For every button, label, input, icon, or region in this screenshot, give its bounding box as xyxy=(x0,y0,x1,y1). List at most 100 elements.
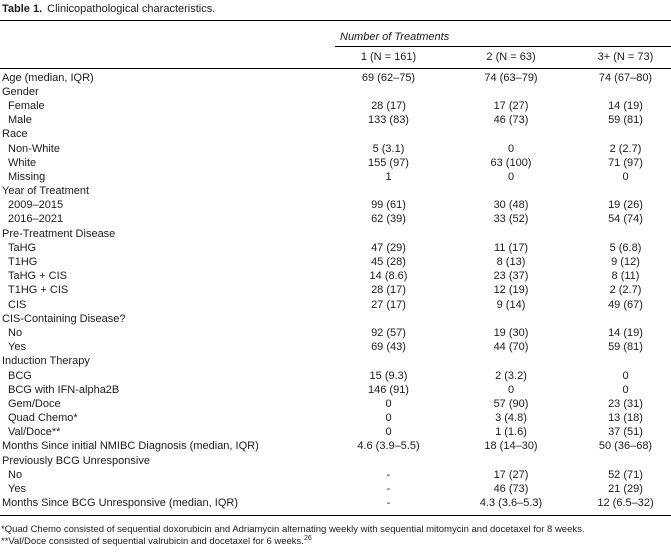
cell-value: 54 (74) xyxy=(608,213,643,226)
row-label: BCG xyxy=(8,369,32,382)
cell-value: 146 (91) xyxy=(368,383,409,396)
cell-value: 9 (14) xyxy=(496,298,526,311)
cell-value xyxy=(442,128,580,142)
cell-value: 47 (29) xyxy=(371,241,406,254)
cell-value: 17 (27) xyxy=(493,99,529,112)
cell-value: 50 (36–68) xyxy=(598,440,653,453)
row-label: Gender xyxy=(2,85,39,98)
footnote-text: **Val/Doce consisted of sequential valru… xyxy=(1,536,304,548)
cell-value xyxy=(335,185,442,199)
cell-value xyxy=(335,454,442,468)
cell-value: 19 (26) xyxy=(608,199,643,212)
cell-value: 11 (17) xyxy=(493,241,529,254)
cell-value: 133 (83) xyxy=(368,114,409,127)
row-label: Missing xyxy=(8,170,46,183)
cell-value xyxy=(580,312,671,326)
footnote-text: *Quad Chemo consisted of sequential doxo… xyxy=(1,523,585,535)
column-header-2-treatments: 2 (N = 63) xyxy=(442,46,580,69)
cell-value xyxy=(442,312,580,326)
clinicopathological-table: Number of Treatments 1 (N = 161) 2 (N = … xyxy=(0,20,671,516)
table-row: Yes - 46 (73) 21 (29) xyxy=(0,482,671,496)
table-row: Missing 1 0 0 xyxy=(0,170,671,184)
table-row: BCG with IFN-alpha2B 146 (91) 0 0 xyxy=(0,383,671,397)
spanner-corner-cell xyxy=(0,21,335,47)
cell-value: - xyxy=(386,468,391,481)
cell-value xyxy=(442,355,580,369)
table-row: Quad Chemo* 0 3 (4.8) 13 (18) xyxy=(0,412,671,426)
cell-value: 69 (43) xyxy=(371,341,406,354)
cell-value xyxy=(335,85,442,99)
column-header-row: 1 (N = 161) 2 (N = 63) 3+ (N = 73) xyxy=(0,46,671,69)
cell-value: 14 (19) xyxy=(608,326,643,339)
cell-value: 23 (37) xyxy=(493,270,529,283)
table-row: T1HG + CIS 28 (17) 12 (19) 2 (2.7) xyxy=(0,284,671,298)
cell-value: 19 (30) xyxy=(493,326,529,339)
table-row: No 92 (57) 19 (30) 14 (19) xyxy=(0,326,671,340)
row-label: Age (median, IQR) xyxy=(2,71,94,84)
row-label: 2016–2021 xyxy=(8,213,64,226)
table-footnotes: *Quad Chemo consisted of sequential doxo… xyxy=(0,516,671,549)
cell-value: 14 (8.6) xyxy=(369,270,408,283)
cell-value xyxy=(442,454,580,468)
cell-value: 8 (13) xyxy=(496,256,526,269)
row-label: Female xyxy=(8,99,45,112)
cell-value: 0 xyxy=(507,142,515,155)
cell-value: 33 (52) xyxy=(493,213,529,226)
cell-value: 59 (81) xyxy=(608,341,643,354)
cell-value xyxy=(442,227,580,241)
row-label: BCG with IFN-alpha2B xyxy=(8,383,120,396)
cell-value: 57 (90) xyxy=(493,397,529,410)
row-label: Yes xyxy=(8,341,26,354)
cell-value: 49 (67) xyxy=(608,298,643,311)
table-row: 2009–2015 99 (61) 30 (48) 19 (26) xyxy=(0,199,671,213)
row-label: CIS xyxy=(8,298,27,311)
cell-value: 13 (18) xyxy=(608,412,643,425)
cell-value xyxy=(335,128,442,142)
cell-value: 0 xyxy=(507,383,515,396)
cell-value: 63 (100) xyxy=(490,156,532,169)
footnote-quad-chemo: *Quad Chemo consisted of sequential doxo… xyxy=(1,524,671,537)
cell-value xyxy=(335,227,442,241)
table-row: Months Since initial NMIBC Diagnosis (me… xyxy=(0,440,671,454)
row-label: Pre-Treatment Disease xyxy=(2,227,116,240)
row-label: TaHG + CIS xyxy=(8,270,67,283)
table-body: Age (median, IQR) 69 (62–75) 74 (63–79) 74 … xyxy=(0,69,671,516)
cell-value xyxy=(580,128,671,142)
row-label: Quad Chemo* xyxy=(8,412,78,425)
row-label: White xyxy=(8,156,37,169)
row-label: Yes xyxy=(8,483,26,496)
cell-value: 74 (63–79) xyxy=(484,71,538,84)
row-label: CIS-Containing Disease? xyxy=(2,312,126,325)
cell-value: 8 (11) xyxy=(611,270,640,283)
cell-value: 17 (27) xyxy=(493,468,529,481)
table-row: BCG 15 (9.3) 2 (3.2) 0 xyxy=(0,369,671,383)
row-label: Months Since initial NMIBC Diagnosis (me… xyxy=(2,440,259,453)
row-label: 2009–2015 xyxy=(8,199,64,212)
cell-value xyxy=(442,85,580,99)
table-row: TaHG 47 (29) 11 (17) 5 (6.8) xyxy=(0,241,671,255)
cell-value: 99 (61) xyxy=(371,199,406,212)
cell-value: 4.3 (3.6–5.3) xyxy=(479,497,543,510)
row-label: Months Since BCG Unresponsive (median, I… xyxy=(2,497,238,510)
cell-value: 0 xyxy=(622,383,629,396)
table-row-group-header: Induction Therapy xyxy=(0,355,671,369)
table-row-group-header: Pre-Treatment Disease xyxy=(0,227,671,241)
cell-value xyxy=(442,185,580,199)
table-row: Age (median, IQR) 69 (62–75) 74 (63–79) 74 … xyxy=(0,69,671,86)
cell-value xyxy=(580,454,671,468)
cell-value: 12 (6.5–32) xyxy=(597,497,654,510)
row-label: Non-White xyxy=(8,142,60,155)
cell-value: 4.6 (3.9–5.5) xyxy=(357,440,420,453)
cell-value: 1 xyxy=(385,170,392,183)
table-row-group-header: Previously BCG Unresponsive xyxy=(0,454,671,468)
cell-value: 0 xyxy=(622,170,629,183)
cell-value: 18 (14–30) xyxy=(484,440,538,453)
cell-value: 27 (17) xyxy=(371,298,406,311)
row-label: TaHG xyxy=(8,241,37,254)
spanner-row: Number of Treatments xyxy=(0,20,671,47)
cell-value: 12 (19) xyxy=(493,284,529,297)
column-header-3plus-treatments: 3+ (N = 73) xyxy=(580,46,671,69)
row-label: Male xyxy=(8,114,32,127)
cell-value: 9 (12) xyxy=(611,256,640,269)
